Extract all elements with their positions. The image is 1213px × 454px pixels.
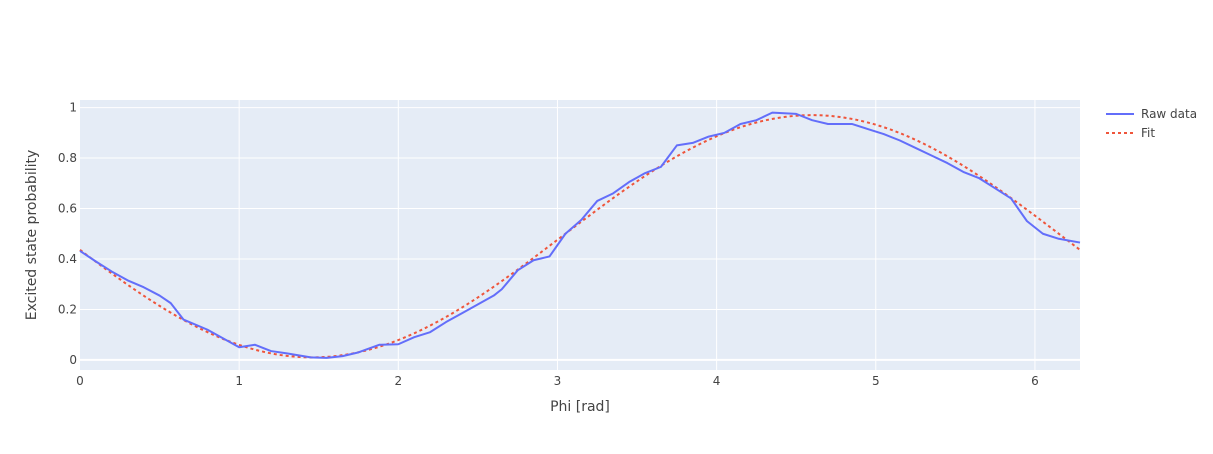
y-tick-label: 0.2	[58, 302, 77, 316]
y-tick-label: 0.4	[58, 252, 77, 266]
plot-area	[80, 100, 1080, 370]
gridlines	[80, 100, 1080, 370]
y-tick-label: 0.6	[58, 202, 77, 216]
y-tick-label: 0.8	[58, 151, 77, 165]
y-tick-label: 1	[69, 101, 77, 115]
x-tick-label: 6	[1031, 374, 1039, 388]
y-axis-title: Excited state probability	[24, 150, 40, 321]
x-tick-label: 0	[76, 374, 84, 388]
tick-labels: 0 1 2 3 4 5 6 0 0.2 0.4 0.6 0.8 1	[58, 101, 1039, 388]
legend-item-raw-data[interactable]: Raw data	[1106, 107, 1197, 121]
legend-item-fit[interactable]: Fit	[1106, 126, 1155, 140]
legend-label-raw-data: Raw data	[1141, 107, 1197, 121]
x-tick-label: 4	[713, 374, 721, 388]
x-tick-label: 5	[872, 374, 880, 388]
x-axis-title: Phi [rad]	[550, 399, 610, 415]
series-line-fit[interactable]	[79, 114, 1081, 359]
x-tick-label: 2	[394, 374, 402, 388]
series-line-raw-data[interactable]	[79, 111, 1081, 359]
y-tick-label: 0	[69, 353, 77, 367]
x-tick-label: 3	[554, 374, 562, 388]
legend-label-fit: Fit	[1141, 126, 1155, 140]
legend[interactable]: Raw data Fit	[1106, 107, 1197, 140]
series-layer	[79, 111, 1081, 359]
x-tick-label: 1	[235, 374, 243, 388]
